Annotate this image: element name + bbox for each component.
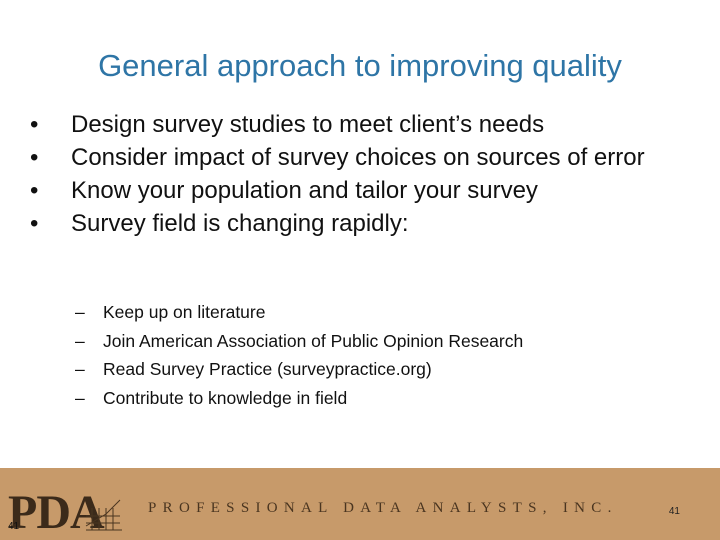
bullet-item: • Consider impact of survey choices on s… — [30, 141, 700, 174]
bullet-item: • Survey field is changing rapidly: — [30, 207, 700, 240]
logo-page-number: 41 — [8, 521, 20, 532]
bullet-marker: • — [30, 177, 39, 204]
bullet-list: • Design survey studies to meet client’s… — [30, 108, 700, 240]
sub-bullet-marker: – — [75, 302, 85, 322]
sub-bullet-item: – Join American Association of Public Op… — [75, 327, 675, 356]
bullet-marker: • — [30, 111, 39, 138]
sub-bullet-text: Join American Association of Public Opin… — [103, 330, 524, 351]
bullet-text: Consider impact of survey choices on sou… — [71, 144, 645, 171]
bullet-item: • Design survey studies to meet client’s… — [30, 108, 700, 141]
bullet-text: Know your population and tailor your sur… — [71, 177, 538, 204]
sub-bullet-list: – Keep up on literature – Join American … — [75, 298, 675, 412]
sub-bullet-text: Contribute to knowledge in field — [103, 387, 348, 408]
sub-bullet-marker: – — [75, 359, 85, 379]
sub-bullet-text: Keep up on literature — [103, 302, 266, 322]
sub-bullet-marker: – — [75, 330, 85, 351]
sub-bullet-item: – Keep up on literature — [75, 298, 675, 327]
company-name: PROFESSIONAL DATA ANALYSTS, INC. — [148, 500, 618, 516]
sub-bullet-item: – Read Survey Practice (surveypractice.o… — [75, 355, 675, 384]
page-number: 41 — [668, 506, 680, 517]
slide-title: General approach to improving quality — [98, 48, 622, 83]
bullet-text: Survey field is changing rapidly: — [71, 210, 409, 237]
footer-band — [0, 468, 720, 540]
bullet-marker: • — [30, 210, 39, 237]
logo-grid-icon — [85, 499, 122, 531]
logo-text: PDA — [8, 486, 105, 532]
sub-bullet-marker: – — [75, 387, 85, 408]
pda-logo: PDA 41 — [8, 486, 122, 532]
sub-bullet-text: Read Survey Practice (surveypractice.org… — [103, 359, 432, 379]
sub-bullet-item: – Contribute to knowledge in field — [75, 384, 675, 413]
bullet-text: Design survey studies to meet client’s n… — [71, 111, 545, 138]
bullet-item: • Know your population and tailor your s… — [30, 174, 700, 207]
bullet-marker: • — [30, 144, 39, 171]
